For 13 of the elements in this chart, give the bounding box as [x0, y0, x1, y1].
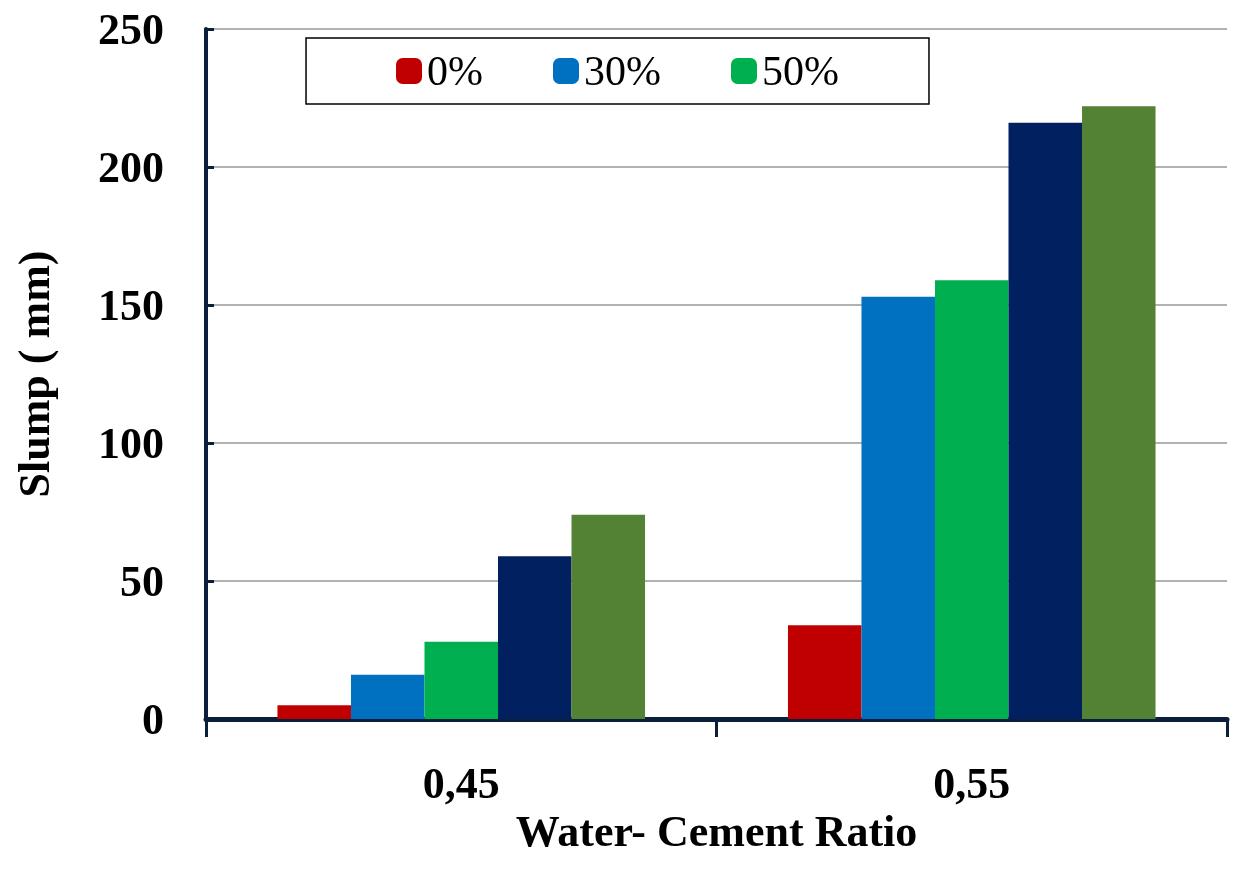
x-axis-title: Water- Cement Ratio: [515, 807, 918, 857]
y-tick-label: 250: [98, 4, 164, 54]
y-tick-label: 50: [120, 556, 164, 606]
legend-label: 0%: [427, 48, 484, 94]
y-tick-label: 0: [142, 694, 164, 744]
y-tick-label: 200: [98, 142, 164, 192]
legend-label: 30%: [584, 48, 662, 94]
x-tick-label: 0,45: [422, 758, 500, 808]
y-tick-label: 100: [98, 418, 164, 468]
y-tick-label: 150: [98, 280, 164, 330]
x-tick-label: 0,55: [933, 758, 1011, 808]
y-axis-title: Slump ( mm): [9, 250, 59, 498]
legend-label: 50%: [761, 48, 839, 94]
